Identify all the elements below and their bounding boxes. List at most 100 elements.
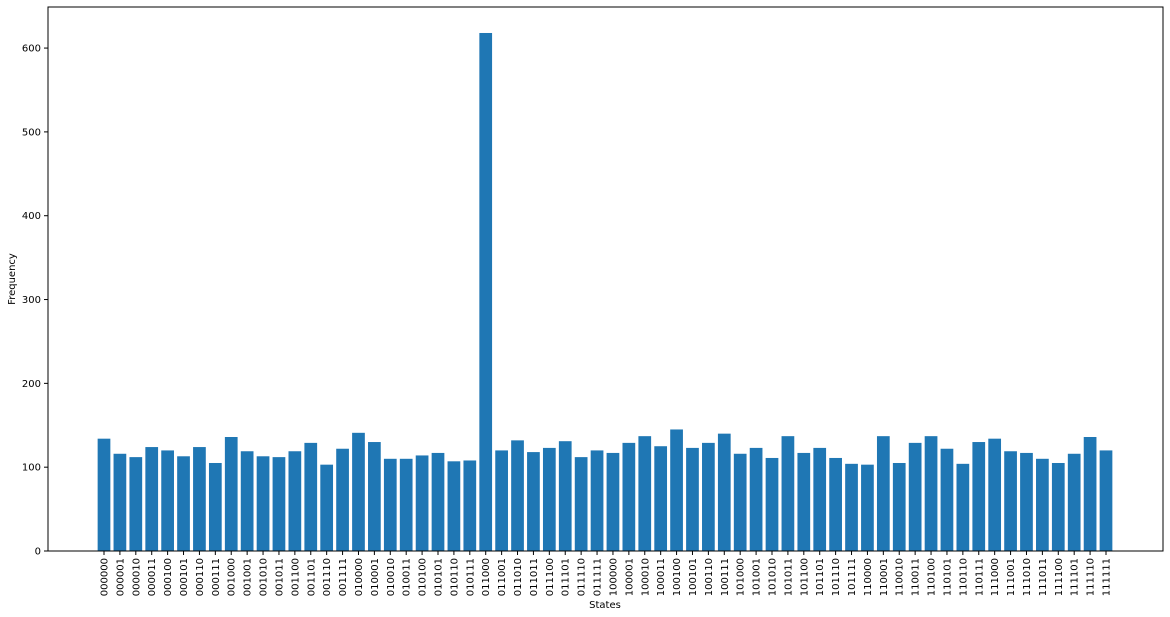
bar [908,442,922,551]
bar [892,462,906,551]
bar [97,438,111,551]
x-tick-label: 110000 [863,558,874,596]
y-tick-label: 200 [22,379,41,390]
x-tick-label: 111100 [1054,558,1065,596]
x-tick-label: 011100 [545,558,556,596]
bar [749,447,763,551]
y-tick-label: 100 [22,463,41,474]
bar [861,464,874,551]
bar [399,458,413,551]
x-tick-label: 011010 [513,558,524,596]
bar [1099,450,1113,551]
x-tick-label: 111000 [990,558,1001,596]
bar [145,447,159,551]
x-tick-label: 110110 [958,558,969,596]
x-tick-label: 101110 [831,558,842,596]
x-tick-label: 010110 [449,558,460,596]
x-tick-label: 110010 [895,558,906,596]
bar [1067,453,1081,551]
x-tick-label: 110001 [879,558,890,596]
bar [686,447,699,551]
x-tick-label: 010100 [418,558,429,596]
bar [1051,462,1065,551]
x-tick-label: 100000 [608,558,619,596]
x-tick-label: 011011 [529,558,540,596]
x-tick-label: 010101 [434,558,445,596]
x-tick-label: 001101 [306,558,317,596]
x-tick-label: 111011 [1038,558,1049,596]
x-tick-label: 111010 [1022,558,1033,596]
bar [574,457,588,551]
x-tick-label: 001110 [322,558,333,596]
bar [1020,452,1033,551]
x-tick-label: 000001 [115,558,126,596]
bar [972,442,986,551]
x-tick-label: 000111 [211,558,222,596]
x-tick-label: 010010 [386,558,397,596]
bar [161,450,174,551]
bar [368,442,381,551]
x-tick-label: 001001 [243,558,254,596]
x-tick-label: 011101 [561,558,572,596]
x-tick-label: 100011 [656,558,667,596]
x-tick-label: 100100 [672,558,683,596]
x-tick-label: 101000 [736,558,747,596]
bar [654,446,668,551]
x-tick-label: 100110 [704,558,715,596]
bar [733,453,747,551]
x-tick-label: 000110 [195,558,206,596]
x-tick-label: 011111 [593,558,604,596]
bar [447,461,461,551]
bar [240,451,254,551]
bar [606,452,620,551]
x-tick-label: 110101 [942,558,953,596]
x-tick-label: 100010 [640,558,651,596]
x-tick-label: 101111 [847,558,858,596]
bar [415,455,429,551]
x-tick-label: 111001 [1006,558,1017,596]
bar [956,463,970,551]
x-tick-label: 110011 [911,558,922,596]
x-tick-label: 010011 [402,558,413,596]
x-tick-label: 101011 [783,558,794,596]
x-tick-label: 111111 [1102,558,1113,596]
bar [193,447,206,551]
bar [1004,451,1017,551]
bar [320,464,334,551]
bar [177,456,190,551]
x-tick-label: 101001 [752,558,763,596]
bar [781,436,795,551]
x-tick-label: 001010 [259,558,270,596]
x-tick-label: 101101 [815,558,826,596]
bar [1036,458,1049,551]
bar [383,458,397,551]
plot-frame [47,6,1164,552]
bar [272,457,286,551]
bar [495,450,508,551]
bar [670,429,683,551]
x-tick-label: 001100 [290,558,301,596]
y-tick-label: 600 [22,44,41,55]
x-tick-label: 010001 [370,558,381,596]
bar [224,437,238,551]
y-axis-label: Frequency [7,253,18,305]
bar [924,436,938,551]
bar [463,460,477,551]
bar [1083,437,1097,551]
bar [256,456,270,551]
x-tick-label: 110100 [927,558,938,596]
x-tick-label: 100111 [720,558,731,596]
x-tick-label: 011000 [481,558,492,596]
bar [638,436,652,551]
x-tick-label: 110111 [974,558,985,596]
bar [590,450,604,551]
bar [288,451,302,551]
y-tick-label: 300 [22,295,41,306]
x-tick-label: 000000 [100,558,111,596]
x-tick-label: 011110 [577,558,588,596]
bar [479,32,493,551]
bar [829,457,842,551]
bar [542,447,556,551]
bar [813,447,827,551]
x-tick-label: 000011 [147,558,158,596]
